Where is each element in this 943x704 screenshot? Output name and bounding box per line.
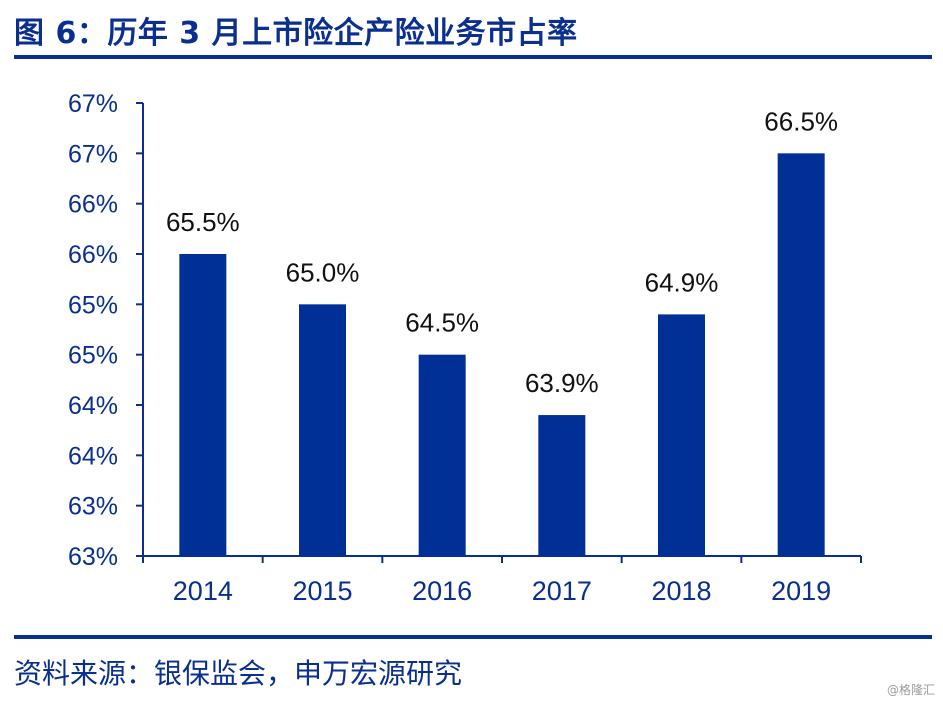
source-rule [14,635,932,639]
y-tick-label: 65% [68,291,118,319]
chart-axes: 63% 63% 64% 64% 65% 65% 66% 66% 67% 67% 2014 2015 20… [68,90,862,606]
x-tick-label-2017: 2017 [532,576,592,606]
title-rule [14,55,932,59]
data-label-2015: 65.0% [286,257,360,287]
y-tick-label: 65% [68,342,118,370]
x-tick-label-2018: 2018 [651,576,711,606]
data-label-2017: 63.9% [525,368,599,398]
x-tick-label-2016: 2016 [412,576,472,606]
bar-2014 [179,254,227,556]
watermark: @格隆汇 [886,683,935,697]
y-tick-label: 67% [68,140,118,168]
x-tick-label-2015: 2015 [292,576,352,606]
bar-2015 [299,304,346,556]
data-label-2019: 66.5% [764,106,838,136]
y-tick-label: 64% [68,392,118,420]
page-title: 图 6：历年 3 月上市险企产险业务市占率 [14,16,578,51]
data-label-2018: 64.9% [645,267,719,297]
x-tick-label-2019: 2019 [771,576,831,606]
y-tick-label: 66% [68,191,118,219]
x-tick-label-2014: 2014 [173,576,233,606]
bar-2018 [658,314,705,556]
y-tick-label: 64% [68,442,118,470]
y-tick-label: 67% [68,90,118,118]
bar-2019 [777,153,825,557]
data-labels: 65.5% 65.0% 64.5% 63.9% 64.9% 66.5% [166,106,838,398]
data-label-2016: 64.5% [405,308,479,338]
y-tick-label: 63% [68,493,118,521]
data-label-2014: 65.5% [166,207,240,237]
y-tick-label: 66% [68,241,118,269]
bar-2017 [538,415,586,556]
bar-2016 [418,354,466,556]
y-tick-label: 63% [68,543,118,571]
bar-series [179,153,825,557]
source-note: 资料来源：银保监会，申万宏源研究 [14,657,463,690]
